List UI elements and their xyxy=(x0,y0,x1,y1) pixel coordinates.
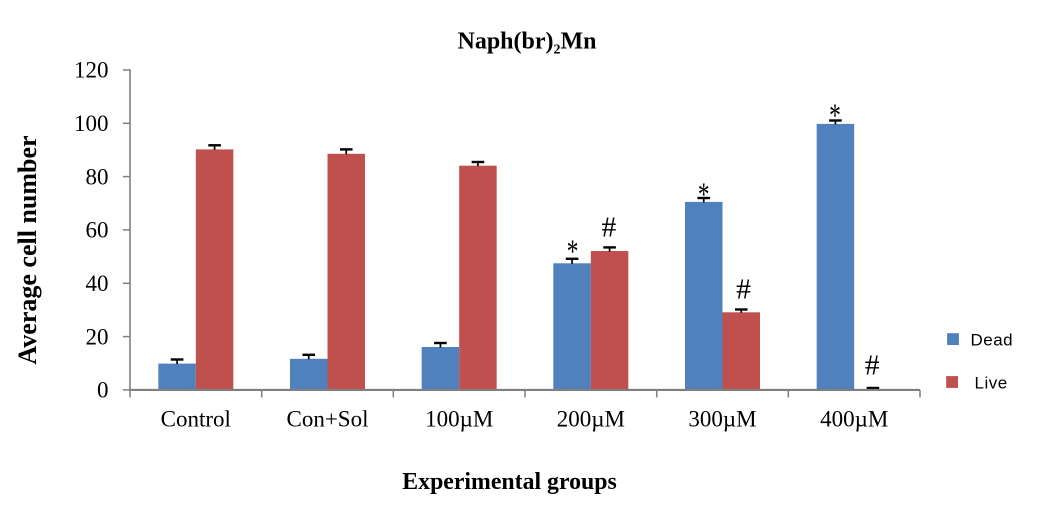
svg-text:Dead: Dead xyxy=(971,331,1014,350)
svg-text:0: 0 xyxy=(97,378,109,403)
svg-text:100: 100 xyxy=(74,111,109,136)
svg-text:*: * xyxy=(567,234,579,270)
svg-text:80: 80 xyxy=(86,164,109,189)
svg-text:200µM: 200µM xyxy=(557,406,625,431)
svg-text:*: * xyxy=(698,178,710,214)
svg-text:100µM: 100µM xyxy=(425,406,493,431)
svg-text:#: # xyxy=(736,274,751,305)
svg-text:Experimental groups: Experimental groups xyxy=(402,469,616,495)
svg-text:60: 60 xyxy=(86,218,109,243)
svg-text:Live: Live xyxy=(975,373,1008,392)
svg-text:300µM: 300µM xyxy=(688,406,756,431)
svg-text:Average cell number: Average cell number xyxy=(13,135,42,364)
svg-text:Con+Sol: Con+Sol xyxy=(287,406,369,431)
svg-text:Naph(br)2Mn: Naph(br)2Mn xyxy=(458,29,597,58)
svg-text:400µM: 400µM xyxy=(820,406,888,431)
svg-text:20: 20 xyxy=(86,324,109,349)
svg-text:*: * xyxy=(829,99,841,135)
svg-text:40: 40 xyxy=(86,271,109,296)
svg-text:#: # xyxy=(601,212,616,243)
svg-text:120: 120 xyxy=(74,58,109,83)
svg-text:#: # xyxy=(865,350,880,381)
svg-text:Control: Control xyxy=(161,406,231,431)
